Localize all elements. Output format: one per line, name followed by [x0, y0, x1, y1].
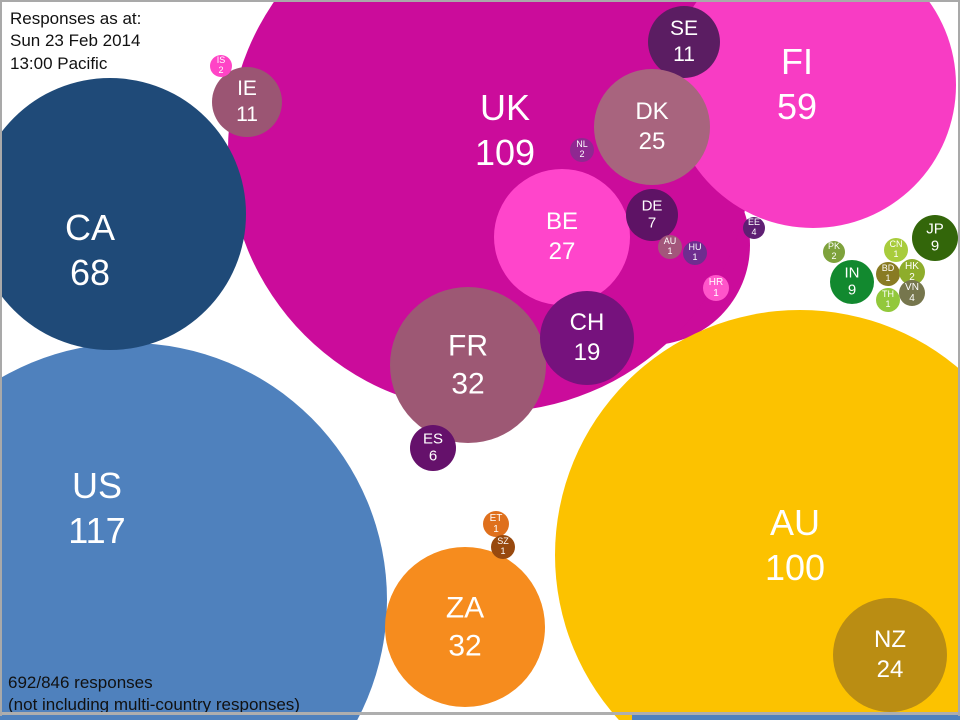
bubble-label-ee-4: EE 4: [747, 217, 761, 237]
bubble-ie-11: [212, 67, 282, 137]
bubble-fr-32: [390, 287, 546, 443]
bubble-es-6: [410, 425, 456, 471]
bubble-bd-1: [876, 262, 900, 286]
bubble-label-nz-24: NZ 24: [874, 626, 906, 683]
bubble-label-ch-19: CH 19: [569, 309, 605, 366]
slide-border-top: [0, 0, 960, 2]
bubble-label-dk-25: DK 25: [635, 98, 669, 155]
bubble-label-nl-2: NL 2: [576, 139, 588, 159]
bubble-label-uk-109: UK 109: [474, 87, 536, 173]
bubble-cn-1: [884, 238, 908, 262]
response-count-line: 692/846 responses: [8, 673, 153, 692]
bubble-label-hk-2: HK 2: [905, 261, 919, 283]
bubble-label-au-100: AU 100: [764, 502, 826, 588]
bubble-label-th-1: TH 1: [882, 289, 894, 309]
bubble-ca-68: [0, 78, 246, 350]
bubble-is-2: [210, 55, 232, 77]
bubble-label-us-117: US 117: [68, 465, 126, 551]
bottom-bar-left: [0, 715, 288, 720]
bubble-us-117: [0, 343, 387, 720]
bubble-label-ie-11: IE 11: [236, 76, 258, 126]
bubble-label-pk-2: PK 2: [827, 241, 841, 261]
bubble-de-7: [626, 189, 678, 241]
bubble-label-vn-4: VN 4: [905, 282, 919, 304]
bottom-border-line: [0, 712, 960, 715]
bubble-ch-19: [540, 291, 634, 385]
bubble-label-fr-32: FR 32: [448, 329, 488, 401]
bubble-nz-24: [833, 598, 947, 712]
bubble-se-11: [648, 6, 720, 78]
bubble-in-9: [830, 260, 874, 304]
bubble-label-et-1: ET 1: [489, 513, 503, 535]
bubble-label-au-1: AU 1: [663, 236, 677, 256]
bubble-label-be-27: BE 27: [545, 208, 579, 265]
bubble-label-de-7: DE 7: [641, 197, 663, 231]
bubble-label-hu-1: HU 1: [688, 242, 702, 262]
timestamp-line: Responses as at:: [10, 9, 142, 28]
bubble-th-1: [876, 288, 900, 312]
timestamp-line: Sun 23 Feb 2014: [10, 31, 141, 51]
bubble-label-in-9: IN 9: [844, 264, 860, 298]
bubble-label-hr-1: HR 1: [708, 277, 724, 299]
bubble-za-32: [385, 547, 545, 707]
bubble-vn-4: [899, 280, 925, 306]
slide-border-right: [958, 0, 960, 716]
bottom-bar-right: [632, 715, 960, 720]
bubble-au-1: [658, 235, 682, 259]
bubble-ee-4: [743, 217, 765, 239]
bubble-label-sz-1: SZ 1: [497, 536, 509, 556]
bubble-label-es-6: ES 6: [422, 430, 444, 464]
timestamp-line: 13:00 Pacific: [10, 53, 108, 73]
bubble-hr-1: [703, 275, 729, 301]
response-count-line: (not including multi-country responses): [8, 695, 300, 715]
bubble-label-ca-68: CA 68: [64, 207, 116, 293]
bubble-jp-9: [912, 215, 958, 261]
bubble-et-1: [483, 511, 509, 537]
bubble-dk-25: [594, 69, 710, 185]
bubble-label-fi-59: FI 59: [776, 41, 818, 127]
bubble-label-se-11: SE 11: [669, 16, 699, 66]
bubble-label-cn-1: CN 1: [889, 239, 903, 259]
timestamp-annotation: Responses as at: Sun 23 Feb 2014 13:00 P…: [10, 8, 141, 75]
bubble-label-jp-9: JP 9: [926, 220, 944, 254]
bubble-be-27: [494, 169, 630, 305]
slide-border-left: [0, 0, 2, 716]
bubble-pk-2: [823, 241, 845, 263]
bubble-sz-1: [491, 535, 515, 559]
bubble-label-za-32: ZA 32: [445, 591, 485, 663]
bubble-hu-1: [683, 241, 707, 265]
bubble-nl-2: [570, 138, 594, 162]
bubble-label-is-2: IS 2: [216, 55, 226, 75]
response-count-annotation: 692/846 responses (not including multi-c…: [8, 672, 300, 717]
bubble-label-bd-1: BD 1: [881, 263, 895, 283]
